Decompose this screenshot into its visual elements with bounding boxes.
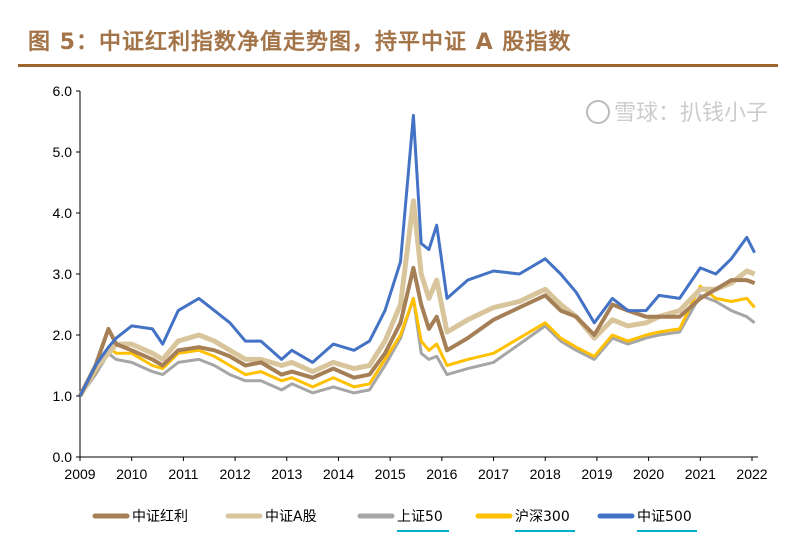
x-tick-label: 2013 — [271, 466, 302, 482]
legend-label-4: 中证500 — [637, 509, 692, 525]
title-divider — [18, 64, 778, 67]
series-line-0 — [78, 265, 756, 397]
x-tick-label: 2022 — [736, 466, 767, 482]
x-tick-label: 2021 — [685, 466, 716, 482]
series-line-4 — [78, 113, 756, 397]
watermark: 雪球：扒钱小子 — [614, 101, 768, 126]
series-line-3 — [78, 284, 756, 397]
x-tick-label: 2009 — [64, 466, 95, 482]
y-tick-label: 4.0 — [53, 205, 73, 221]
series-line-1 — [77, 198, 756, 398]
y-tick-label: 2.0 — [53, 327, 73, 343]
legend-label-3: 沪深300 — [515, 509, 570, 525]
x-tick-label: 2014 — [323, 466, 354, 482]
legend-label-0: 中证红利 — [132, 509, 188, 525]
x-tick-label: 2018 — [530, 466, 561, 482]
x-tick-label: 2017 — [478, 466, 509, 482]
watermark-logo-icon — [586, 100, 610, 124]
x-tick-label: 2019 — [581, 466, 612, 482]
y-tick-label: 6.0 — [53, 83, 73, 99]
x-tick-label: 2016 — [426, 466, 457, 482]
legend-label-2: 上证50 — [397, 509, 443, 525]
x-tick-label: 2015 — [375, 466, 406, 482]
x-tick-label: 2011 — [168, 466, 198, 482]
legend-label-1: 中证A股 — [265, 509, 317, 525]
y-tick-label: 3.0 — [53, 266, 73, 282]
x-tick-label: 2010 — [116, 466, 147, 482]
y-tick-label: 5.0 — [53, 144, 73, 160]
y-tick-label: 1.0 — [53, 388, 73, 404]
x-tick-label: 2012 — [219, 466, 250, 482]
x-tick-label: 2020 — [633, 466, 664, 482]
y-tick-label: 0.0 — [53, 449, 73, 465]
figure-title: 图 5：中证红利指数净值走势图，持平中证 A 股指数 — [28, 30, 572, 55]
